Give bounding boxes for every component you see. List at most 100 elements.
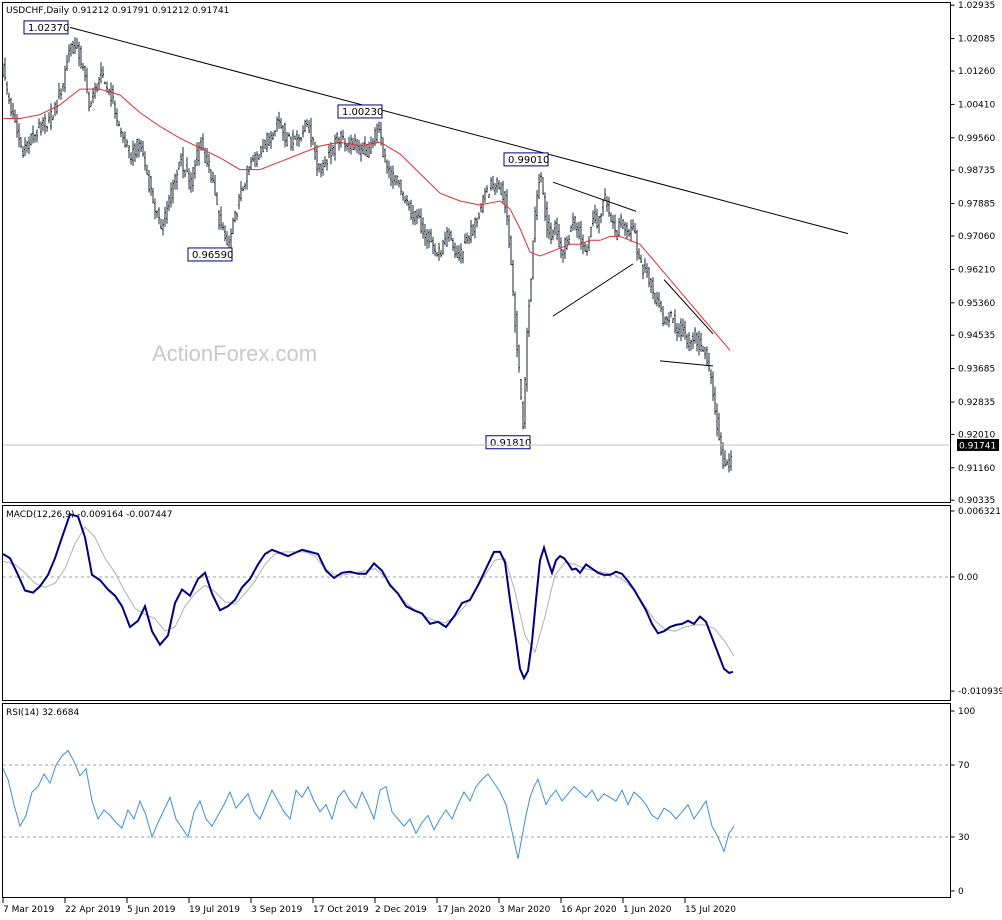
price-bar: [450, 230, 452, 241]
price-bar: [60, 88, 62, 100]
price-bar: [524, 377, 526, 429]
price-bar: [330, 142, 332, 165]
price-bar: [188, 168, 190, 190]
price-bar: [600, 213, 602, 224]
price-bar: [564, 237, 566, 259]
rsi-y-tick-label: 30: [958, 833, 970, 843]
price-bar: [558, 223, 560, 248]
price-bar: [266, 132, 268, 152]
price-bar: [538, 174, 540, 200]
price-bar: [656, 291, 658, 307]
price-bar: [214, 175, 216, 196]
price-bar: [400, 179, 402, 196]
price-bar: [426, 229, 428, 249]
price-bar: [640, 254, 642, 263]
price-bar: [32, 125, 34, 144]
price-bar: [334, 134, 336, 161]
x-tick-label: 1 Jun 2020: [623, 905, 672, 915]
price-bar: [582, 234, 584, 255]
price-bar: [456, 245, 458, 259]
price-bar: [218, 210, 220, 230]
price-bar: [166, 200, 168, 224]
price-bar: [614, 214, 616, 237]
price-bar: [702, 345, 704, 352]
price-bar: [716, 403, 718, 437]
price-bar: [294, 135, 296, 140]
price-bar: [174, 173, 176, 190]
price-bar: [216, 192, 218, 205]
price-bar: [694, 327, 696, 344]
x-tick-label: 3 Sep 2019: [251, 905, 303, 915]
price-bar: [296, 130, 298, 146]
price-bar: [496, 177, 498, 193]
price-bar: [376, 123, 378, 143]
price-bar: [262, 139, 264, 153]
trendline: [69, 26, 849, 235]
price-bar: [534, 206, 536, 243]
price-bar: [638, 248, 640, 260]
price-annotation-label: 0.91810: [490, 438, 531, 449]
price-bar: [468, 235, 470, 245]
price-bar: [220, 206, 222, 230]
x-tick-label: 3 Mar 2020: [499, 905, 551, 915]
price-bar: [672, 317, 674, 323]
price-bar: [516, 310, 518, 358]
price-bar: [94, 82, 96, 99]
price-bar: [270, 131, 272, 149]
price-bar: [408, 200, 410, 211]
macd-header: MACD(12,26,9) -0.009164 -0.007447: [6, 510, 172, 520]
price-y-tick-label: 0.91160: [958, 464, 995, 474]
price-bar: [416, 209, 418, 225]
price-bar: [508, 214, 510, 249]
price-bar: [698, 331, 700, 356]
price-bar: [74, 37, 76, 54]
price-bar: [536, 190, 538, 221]
price-bar: [88, 91, 90, 112]
price-bar: [642, 264, 644, 280]
price-bar: [394, 175, 396, 186]
price-bar: [504, 191, 506, 214]
price-bar: [620, 213, 622, 228]
price-bar: [488, 193, 490, 198]
price-bar: [264, 139, 266, 149]
price-bar: [580, 220, 582, 250]
price-bar: [76, 38, 78, 49]
price-bar: [360, 143, 362, 162]
price-bar: [414, 210, 416, 226]
price-bar: [142, 140, 144, 157]
price-bar: [570, 225, 572, 233]
price-bar: [180, 153, 182, 167]
price-bar: [498, 180, 500, 190]
price-y-tick-label: 1.01260: [958, 67, 995, 77]
price-bar: [358, 140, 360, 155]
price-bar: [276, 116, 278, 132]
price-bar: [322, 159, 324, 176]
price-bar: [278, 111, 280, 129]
price-bar: [418, 208, 420, 219]
price-bar: [710, 369, 712, 385]
price-bar: [176, 169, 178, 190]
price-bar: [68, 44, 70, 63]
price-annotation-box: [187, 247, 233, 262]
price-bar: [634, 223, 636, 234]
price-y-tick-label: 0.92835: [958, 398, 995, 408]
price-annotation-label: 1.02370: [28, 23, 69, 34]
price-bar: [706, 346, 708, 366]
price-bar: [150, 175, 152, 196]
price-bar: [346, 143, 348, 151]
price-bar: [388, 160, 390, 179]
price-bar: [436, 251, 438, 257]
price-bar: [370, 136, 372, 155]
price-bar: [596, 208, 598, 229]
price-bar: [98, 76, 100, 91]
price-bar: [472, 224, 474, 236]
price-bar: [4, 57, 6, 81]
price-bar: [712, 371, 714, 401]
price-bar: [268, 132, 270, 147]
price-bar: [626, 222, 628, 239]
price-bar: [554, 220, 556, 236]
price-bar: [512, 259, 514, 297]
price-annotation-label: 0.96590: [192, 250, 233, 261]
price-bar: [452, 238, 454, 251]
